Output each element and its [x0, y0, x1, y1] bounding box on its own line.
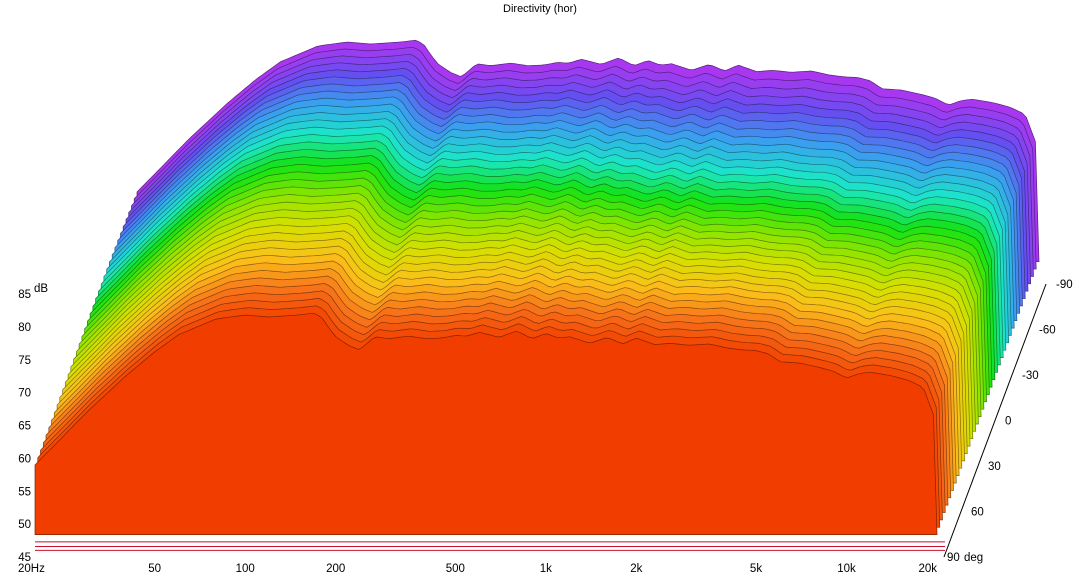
z-tick-label: -30	[1022, 370, 1039, 382]
x-tick-label: 20Hz	[18, 563, 45, 575]
z-tick-label: 30	[988, 461, 1001, 473]
z-axis-line	[943, 283, 1047, 558]
z-axis-unit-label: deg	[964, 552, 983, 564]
z-axis: deg 90 60 30 0 -30 -60 -90	[943, 279, 1073, 564]
x-tick-label: 20k	[918, 563, 937, 575]
x-tick-label: 500	[446, 563, 465, 575]
y-tick-label: 85	[18, 289, 31, 301]
chart-title: Directivity (hor)	[503, 3, 577, 15]
y-tick-label: 60	[18, 453, 31, 465]
x-tick-label: 1k	[540, 563, 552, 575]
slice-0	[34, 312, 938, 535]
z-tick-label: 90	[947, 552, 960, 564]
y-axis-unit-label: dB	[34, 283, 48, 295]
z-tick-label: 0	[1005, 416, 1011, 428]
y-tick-label: 80	[18, 322, 31, 334]
baseline-lines	[35, 541, 945, 551]
y-tick-label: 55	[18, 486, 31, 498]
x-tick-label: 200	[326, 563, 345, 575]
z-tick-label: -60	[1039, 325, 1056, 337]
y-tick-label: 65	[18, 421, 31, 433]
x-axis: 20Hz 50 100 200 500 1k 2k 5k 10k 20k	[18, 563, 937, 575]
x-tick-label: 50	[148, 563, 161, 575]
x-tick-label: 5k	[750, 563, 762, 575]
y-tick-label: 75	[18, 355, 31, 367]
x-tick-label: 10k	[837, 563, 856, 575]
x-tick-label: 2k	[630, 563, 642, 575]
y-tick-label: 70	[18, 388, 31, 400]
z-tick-label: -90	[1056, 279, 1073, 291]
x-tick-label: 100	[236, 563, 255, 575]
y-tick-label: 50	[18, 519, 31, 531]
z-tick-label: 60	[971, 507, 984, 519]
waterfall-surface	[34, 39, 1040, 535]
y-tick-label: 45	[18, 552, 31, 564]
y-axis: dB 85 80 75 70 65 60 55 50 45	[18, 283, 48, 564]
